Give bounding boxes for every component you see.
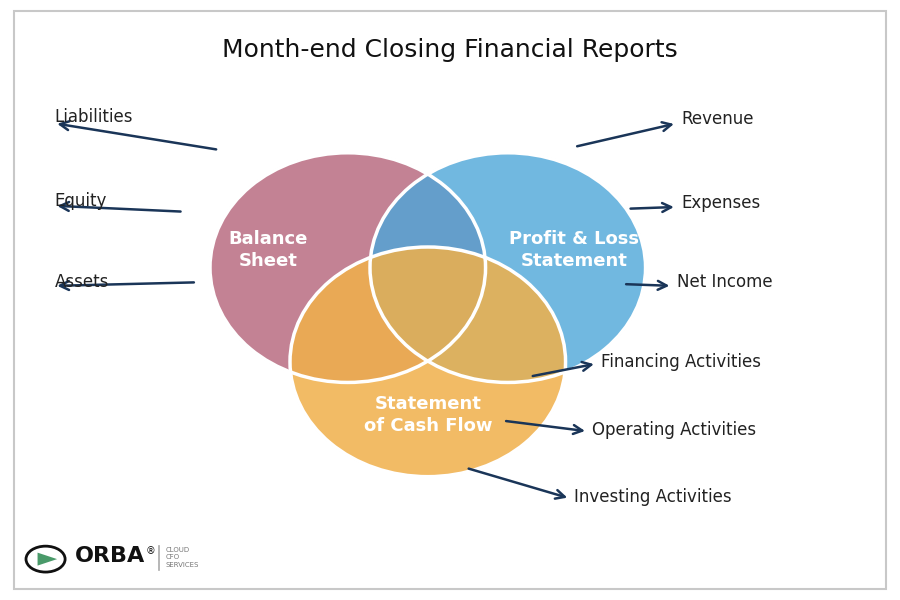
Text: Liabilities: Liabilities: [54, 109, 133, 127]
Text: Investing Activities: Investing Activities: [574, 488, 732, 506]
Polygon shape: [38, 553, 57, 566]
Text: Equity: Equity: [54, 192, 107, 210]
Ellipse shape: [370, 153, 645, 382]
Text: Operating Activities: Operating Activities: [592, 421, 756, 439]
Text: Financing Activities: Financing Activities: [601, 353, 761, 371]
Text: Profit & Loss
Statement: Profit & Loss Statement: [509, 230, 639, 270]
Text: Month-end Closing Financial Reports: Month-end Closing Financial Reports: [222, 38, 678, 62]
Text: ORBA: ORBA: [75, 546, 145, 566]
Text: Revenue: Revenue: [681, 110, 753, 128]
Ellipse shape: [290, 247, 565, 476]
Text: ®: ®: [146, 546, 156, 556]
Text: Statement
of Cash Flow: Statement of Cash Flow: [364, 395, 492, 435]
Text: Expenses: Expenses: [681, 194, 760, 212]
Text: CFO: CFO: [166, 554, 180, 560]
Text: Assets: Assets: [54, 274, 109, 292]
Text: CLOUD: CLOUD: [166, 547, 190, 553]
Text: Balance
Sheet: Balance Sheet: [228, 230, 308, 270]
Ellipse shape: [210, 153, 486, 382]
Text: SERVICES: SERVICES: [166, 562, 199, 568]
Text: Net Income: Net Income: [677, 274, 772, 292]
